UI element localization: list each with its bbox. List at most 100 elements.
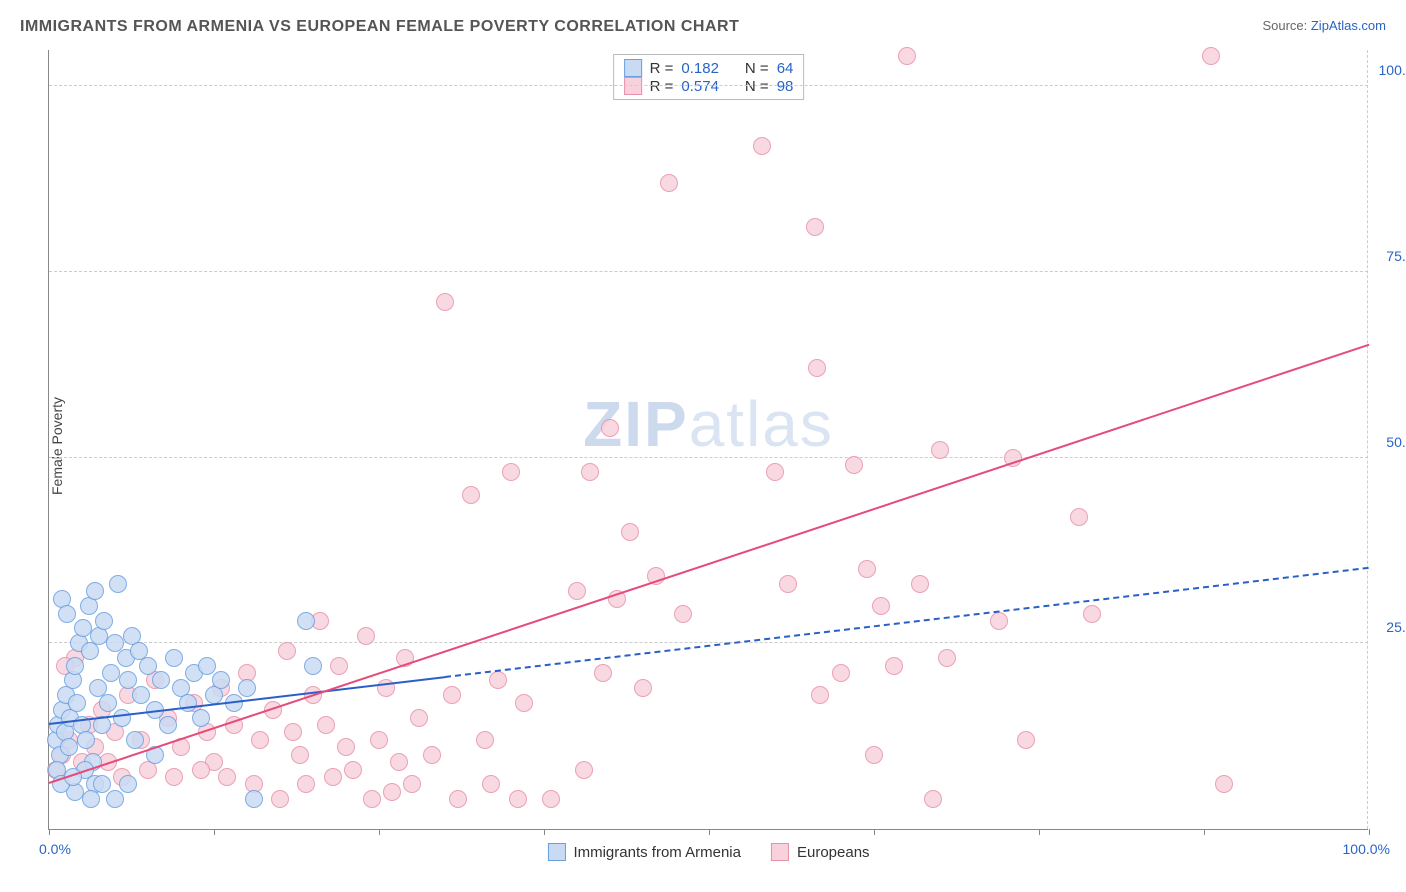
data-point xyxy=(1215,775,1233,793)
data-point xyxy=(297,612,315,630)
x-tick-mark xyxy=(379,829,380,835)
data-point xyxy=(212,671,230,689)
data-point xyxy=(198,657,216,675)
data-point xyxy=(68,694,86,712)
data-point xyxy=(924,790,942,808)
data-point xyxy=(106,790,124,808)
x-tick-mark xyxy=(544,829,545,835)
data-point xyxy=(317,716,335,734)
data-point xyxy=(436,293,454,311)
gridline xyxy=(49,457,1368,458)
data-point xyxy=(126,731,144,749)
data-point xyxy=(594,664,612,682)
y-tick-label: 50.0% xyxy=(1376,434,1406,450)
legend-item-europeans: Europeans xyxy=(771,843,870,861)
data-point xyxy=(330,657,348,675)
data-point xyxy=(132,686,150,704)
data-point xyxy=(601,419,619,437)
gridline xyxy=(49,85,1368,86)
data-point xyxy=(872,597,890,615)
x-tick-mark xyxy=(1204,829,1205,835)
watermark-atlas: atlas xyxy=(689,388,834,460)
data-point xyxy=(251,731,269,749)
r-label: R = xyxy=(650,60,674,77)
x-tick-mark xyxy=(214,829,215,835)
data-point xyxy=(238,679,256,697)
data-point xyxy=(911,575,929,593)
gridline xyxy=(49,642,1368,643)
n-label: N = xyxy=(745,60,769,77)
data-point xyxy=(245,790,263,808)
data-point xyxy=(811,686,829,704)
data-point xyxy=(1083,605,1101,623)
x-tick-mark xyxy=(1369,829,1370,835)
data-point xyxy=(410,709,428,727)
data-point xyxy=(192,761,210,779)
data-point xyxy=(931,441,949,459)
data-point xyxy=(858,560,876,578)
x-tick-0: 0.0% xyxy=(39,841,71,857)
y-tick-label: 25.0% xyxy=(1376,619,1406,635)
right-border xyxy=(1367,50,1368,829)
data-point xyxy=(621,523,639,541)
trend-line xyxy=(445,567,1369,678)
data-point xyxy=(102,664,120,682)
data-point xyxy=(898,47,916,65)
data-point xyxy=(832,664,850,682)
data-point xyxy=(82,790,100,808)
data-point xyxy=(113,709,131,727)
data-point xyxy=(575,761,593,779)
y-tick-label: 100.0% xyxy=(1376,62,1406,78)
data-point xyxy=(674,605,692,623)
source-link[interactable]: ZipAtlas.com xyxy=(1311,18,1386,33)
chart-title: IMMIGRANTS FROM ARMENIA VS EUROPEAN FEMA… xyxy=(20,18,739,36)
data-point xyxy=(58,605,76,623)
legend-correlation: R = 0.182 N = 64 R = 0.574 N = 98 xyxy=(613,54,805,100)
data-point xyxy=(634,679,652,697)
trend-line xyxy=(49,344,1370,784)
data-point xyxy=(1070,508,1088,526)
data-point xyxy=(95,612,113,630)
data-point xyxy=(77,731,95,749)
plot-area: ZIPatlas R = 0.182 N = 64 R = 0.574 N = … xyxy=(48,50,1368,830)
data-point xyxy=(509,790,527,808)
n-value-armenia: 64 xyxy=(777,60,794,77)
data-point xyxy=(278,642,296,660)
data-point xyxy=(66,657,84,675)
data-point xyxy=(482,775,500,793)
legend-swatch-europeans-icon xyxy=(771,843,789,861)
data-point xyxy=(779,575,797,593)
data-point xyxy=(990,612,1008,630)
data-point xyxy=(660,174,678,192)
x-tick-mark xyxy=(709,829,710,835)
data-point xyxy=(152,671,170,689)
data-point xyxy=(271,790,289,808)
data-point xyxy=(808,359,826,377)
data-point xyxy=(938,649,956,667)
legend-swatch-armenia-icon xyxy=(547,843,565,861)
gridline xyxy=(49,271,1368,272)
x-tick-100: 100.0% xyxy=(1343,841,1390,857)
watermark-zip: ZIP xyxy=(583,388,689,460)
data-point xyxy=(443,686,461,704)
data-point xyxy=(109,575,127,593)
data-point xyxy=(284,723,302,741)
data-point xyxy=(324,768,342,786)
x-tick-mark xyxy=(1039,829,1040,835)
data-point xyxy=(218,768,236,786)
data-point xyxy=(568,582,586,600)
source-attribution: Source: ZipAtlas.com xyxy=(1262,18,1386,33)
data-point xyxy=(344,761,362,779)
data-point xyxy=(119,671,137,689)
data-point xyxy=(86,582,104,600)
data-point xyxy=(542,790,560,808)
data-point xyxy=(363,790,381,808)
legend-label-armenia: Immigrants from Armenia xyxy=(573,844,741,861)
data-point xyxy=(502,463,520,481)
data-point xyxy=(476,731,494,749)
data-point xyxy=(139,657,157,675)
source-prefix: Source: xyxy=(1262,18,1310,33)
legend-label-europeans: Europeans xyxy=(797,844,870,861)
data-point xyxy=(337,738,355,756)
data-point xyxy=(845,456,863,474)
